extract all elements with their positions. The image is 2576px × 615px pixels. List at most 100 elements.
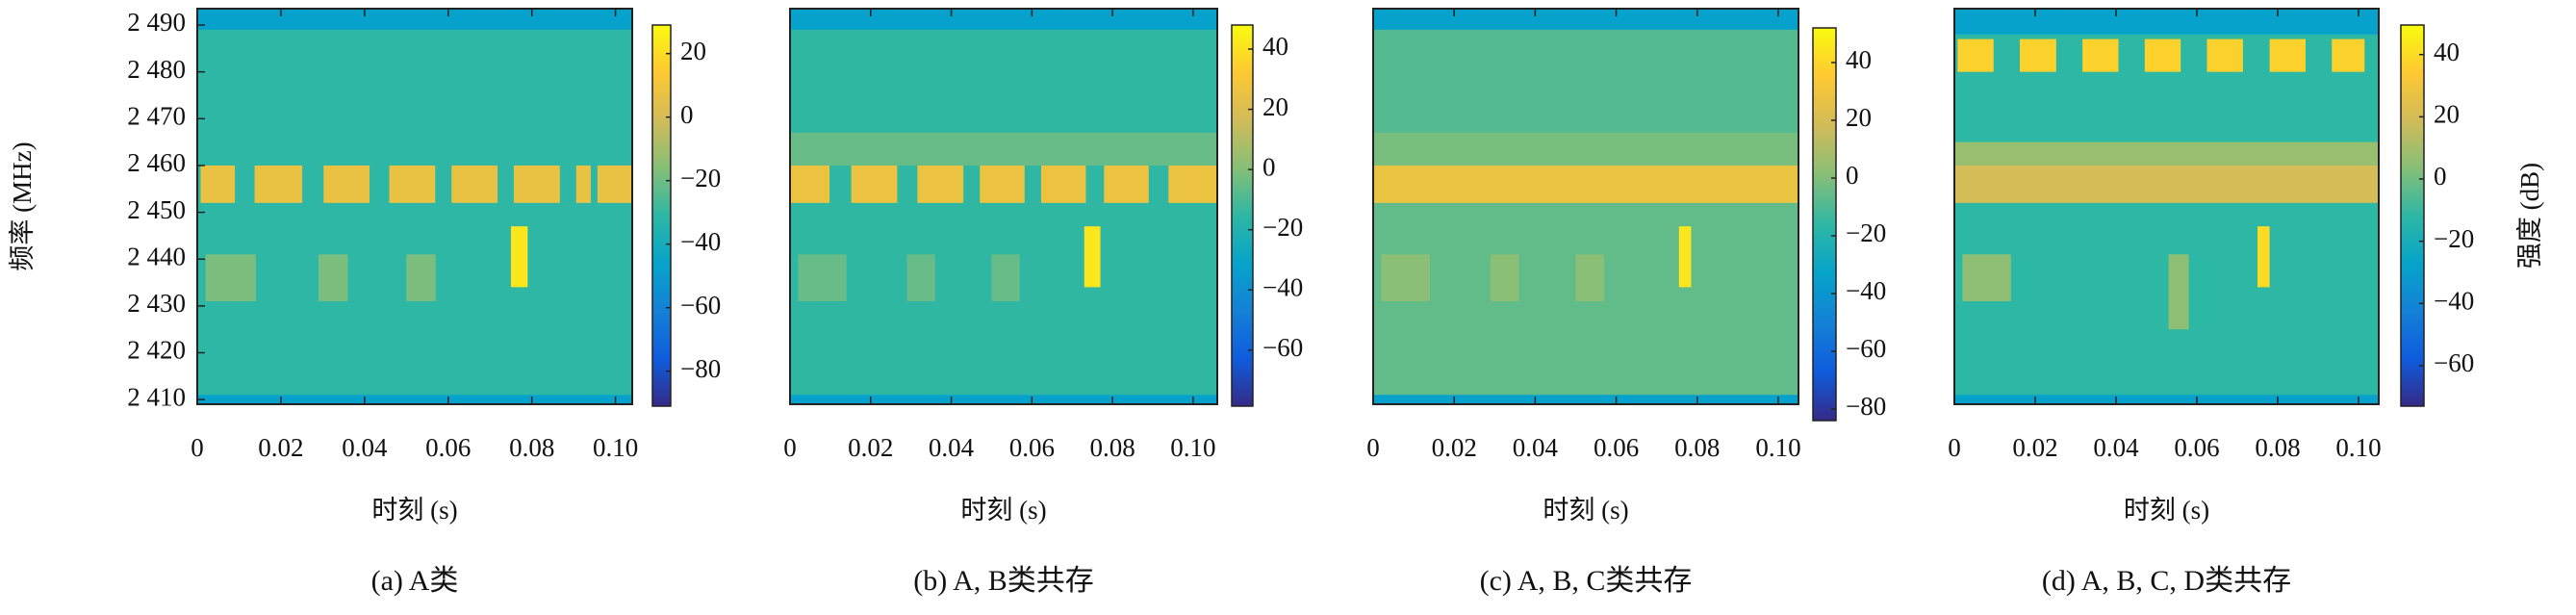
heatmap-background [197, 9, 632, 404]
heatmap-cell [1373, 165, 1798, 203]
heatmap-background [1954, 9, 2379, 404]
colorbar-tick-label: −40 [2434, 287, 2474, 316]
heatmap-cell [575, 165, 591, 203]
colorbar-tick-label: −60 [1262, 333, 1303, 362]
heatmap-cell [597, 165, 632, 203]
plot-area [1954, 9, 2379, 404]
colorbar-tick-label: 0 [1846, 161, 1859, 190]
heatmap-cell [205, 254, 256, 301]
heatmap-cell [2020, 38, 2056, 72]
plot-frame [1953, 8, 2380, 405]
heatmap-cell [200, 165, 236, 203]
y-axis-label: 频率 (MHz) [8, 141, 37, 270]
heatmap-cell [790, 165, 830, 203]
x-tick-label: 0.02 [1432, 433, 1477, 462]
colorbar-tick-label: −20 [1262, 213, 1303, 242]
x-tick-label: 0.10 [1755, 433, 1800, 462]
x-axis-label: 时刻 (s) [371, 496, 457, 525]
heatmap-cell [1954, 395, 2379, 404]
x-tick-label: 0.04 [342, 433, 388, 462]
heatmap-cell [254, 165, 303, 203]
colorbar-tick-label: 20 [2434, 100, 2460, 129]
heatmap-cell [1381, 254, 1430, 301]
heatmap-cell [1957, 38, 1994, 72]
heatmap-cell [1954, 9, 2379, 35]
heatmap-cell [2269, 38, 2306, 72]
x-tick-label: 0.06 [425, 433, 471, 462]
x-axis-label: 时刻 (s) [960, 496, 1046, 525]
y-tick-label: 2 420 [127, 336, 186, 365]
x-tick-label: 0.10 [593, 433, 638, 462]
heatmap-cell [197, 395, 632, 404]
heatmap-cell [1104, 165, 1149, 203]
x-tick-label: 0.06 [1594, 433, 1639, 462]
x-tick-label: 0.02 [848, 433, 893, 462]
y-tick-label: 2 490 [127, 8, 186, 37]
colorbar-tick-label: 40 [1846, 45, 1872, 74]
heatmap-cell [451, 165, 498, 203]
y-tick-label: 2 480 [127, 55, 186, 84]
heatmap-cell [906, 254, 935, 301]
colorbar-tick-label: −20 [680, 164, 721, 192]
caption: (b) A, B类共存 [913, 565, 1094, 597]
colorbar-tick-label: −60 [1846, 334, 1886, 363]
heatmap-cell [790, 9, 1217, 30]
plot-frame [1372, 8, 1799, 405]
x-tick-label: 0 [1366, 433, 1380, 462]
heatmap-cell [514, 165, 560, 203]
colorbar-tick-label: −20 [2434, 224, 2474, 253]
x-tick-label: 0.02 [2012, 433, 2057, 462]
colorbar-label: 强度 (dB) [2515, 163, 2544, 269]
y-tick-label: 2 440 [127, 242, 186, 270]
x-tick-label: 0.10 [1170, 433, 1215, 462]
heatmap-cell [1040, 165, 1086, 203]
heatmap-background [790, 9, 1217, 404]
x-tick-label: 0.06 [2174, 433, 2219, 462]
heatmap-cell [1373, 9, 1798, 30]
colorbar-tick-label: −60 [2434, 348, 2474, 377]
y-tick-label: 2 470 [127, 102, 186, 131]
colorbar-tick-label: 40 [1262, 32, 1288, 61]
caption: (a) A类 [371, 565, 459, 597]
heatmap-cell [917, 165, 964, 203]
heatmap-cell [980, 165, 1025, 203]
heatmap-cell [851, 165, 898, 203]
heatmap-cell [2168, 254, 2189, 330]
x-tick-label: 0.08 [509, 433, 554, 462]
heatmap-cell [2082, 38, 2119, 72]
heatmap-cell [1168, 165, 1217, 203]
x-tick-label: 0 [191, 433, 204, 462]
colorbar [1231, 24, 1254, 407]
plot-frame [196, 8, 633, 405]
heatmap-cell [1373, 395, 1798, 404]
y-tick-label: 2 450 [127, 195, 186, 224]
heatmap-cell [319, 254, 348, 301]
heatmap-cell [1954, 141, 2379, 166]
heatmap-cell [2257, 226, 2270, 288]
colorbar-tick-label: −80 [1846, 392, 1886, 421]
x-tick-label: 0 [783, 433, 797, 462]
x-tick-label: 0.04 [2093, 433, 2139, 462]
plot-area [1373, 9, 1798, 404]
heatmap-cell [790, 132, 1217, 166]
heatmap-cell [510, 226, 528, 288]
x-tick-label: 0.08 [2255, 433, 2300, 462]
colorbar [2400, 24, 2425, 407]
heatmap-cell [1962, 254, 2011, 301]
colorbar [651, 24, 672, 407]
colorbar-tick-label: −60 [680, 291, 721, 320]
y-tick-label: 2 430 [127, 289, 186, 318]
colorbar-tick-label: 0 [1262, 152, 1276, 181]
plot-frame [789, 8, 1218, 405]
heatmap-cell [2332, 38, 2365, 72]
colorbar [1812, 27, 1837, 422]
heatmap-cell [1678, 226, 1692, 288]
caption: (d) A, B, C, D类共存 [2042, 565, 2291, 597]
heatmap-cell [1491, 254, 1519, 301]
heatmap-cell [323, 165, 370, 203]
heatmap-cell [798, 254, 847, 301]
y-tick-label: 2 410 [127, 382, 186, 411]
x-tick-label: 0.02 [258, 433, 303, 462]
plot-area [790, 9, 1217, 404]
